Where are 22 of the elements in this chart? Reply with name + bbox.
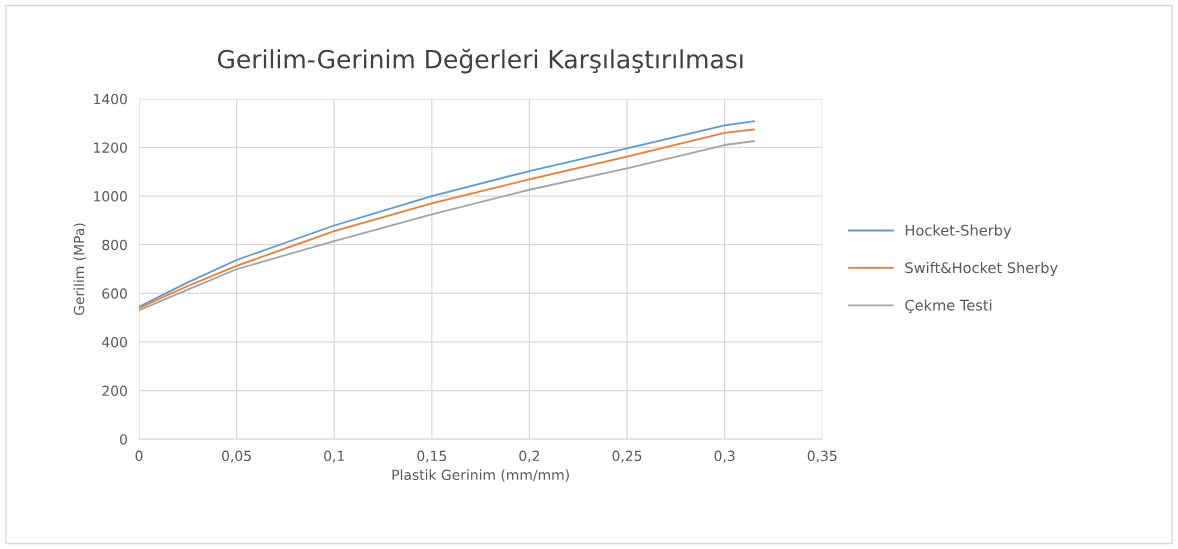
legend-label: Çekme Testi xyxy=(905,299,992,314)
x-tick-label: 0,35 xyxy=(807,450,837,463)
y-tick-label: 1400 xyxy=(94,93,127,105)
legend-label: Hocket-Sherby xyxy=(905,224,1012,239)
y-tick-label: 1200 xyxy=(94,142,127,153)
x-tick-label: 0,05 xyxy=(222,450,251,463)
x-tick-label: 0,2 xyxy=(519,450,540,463)
y-tick-label: 600 xyxy=(102,288,127,299)
y-tick-label: 400 xyxy=(102,336,127,348)
x-tick-label: 0 xyxy=(135,450,143,462)
x-tick-label: 0,3 xyxy=(714,450,735,463)
y-tick-label: 0 xyxy=(119,434,127,445)
y-tick-label: 1000 xyxy=(94,191,127,202)
y-axis-title: Gerilim (MPa) xyxy=(73,223,86,316)
x-tick-label: 0,15 xyxy=(417,450,447,463)
x-tick-label: 0,25 xyxy=(612,450,642,463)
chart-title: Gerilim-Gerinim Değerleri Karşılaştırılması xyxy=(217,48,743,74)
x-tick-label: 0,1 xyxy=(324,450,344,463)
legend-label: Swift&Hocket Sherby xyxy=(905,261,1058,277)
y-tick-label: 200 xyxy=(102,385,127,397)
y-tick-label: 800 xyxy=(102,239,127,251)
x-axis-title: Plastik Gerinim (mm/mm) xyxy=(392,469,569,482)
